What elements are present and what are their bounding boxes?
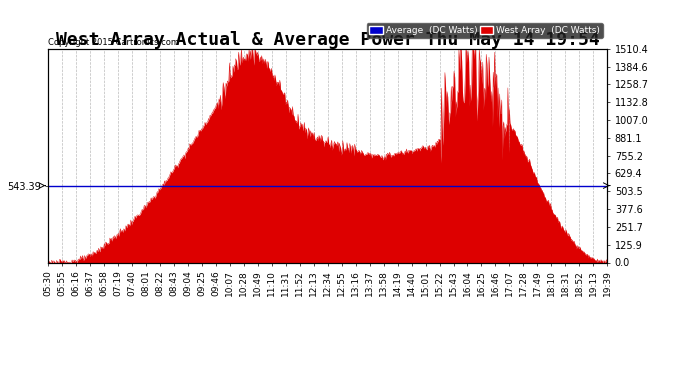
Legend: Average  (DC Watts), West Array  (DC Watts): Average (DC Watts), West Array (DC Watts…	[366, 23, 602, 38]
Text: Copyright 2015 Cartronics.com: Copyright 2015 Cartronics.com	[48, 38, 179, 46]
Title: West Array Actual & Average Power Thu May 14 19:54: West Array Actual & Average Power Thu Ma…	[56, 31, 600, 49]
